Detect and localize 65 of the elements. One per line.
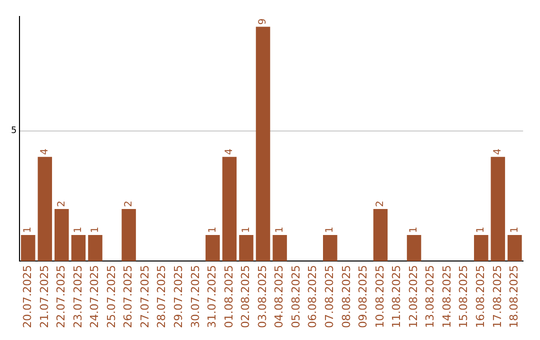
data-label: 1	[324, 226, 336, 233]
data-label: 1	[73, 226, 84, 233]
x-tick-label: 22.07.2025	[54, 265, 68, 328]
x-tick-label: 11.08.2025	[390, 265, 404, 328]
bar	[272, 234, 287, 262]
x-tick-label: 23.07.2025	[71, 265, 84, 328]
y-tick-label: 5	[10, 126, 17, 136]
x-tick-label: 31.07.2025	[206, 265, 219, 328]
data-label: 2	[123, 200, 134, 207]
data-label: 1	[476, 226, 487, 233]
bar	[474, 234, 488, 262]
data-label: 4	[492, 148, 504, 155]
x-tick-label: 09.08.2025	[356, 265, 370, 328]
x-tick-label: 05.08.2025	[289, 265, 302, 328]
x-tick-label: 18.08.2025	[508, 265, 521, 328]
x-tick-label: 03.08.2025	[256, 265, 269, 328]
x-tick-label: 12.08.2025	[406, 265, 420, 328]
bar	[508, 234, 522, 262]
bar	[122, 208, 136, 262]
x-tick-label: 21.07.2025	[38, 265, 51, 328]
data-label: 4	[39, 148, 50, 155]
x-tick-label: 08.08.2025	[340, 265, 353, 328]
data-label: 1	[509, 226, 520, 233]
bar	[71, 234, 86, 262]
data-label: 2	[375, 200, 386, 207]
data-label: 1	[274, 226, 286, 233]
data-label: 1	[408, 226, 420, 233]
x-tick-label: 01.08.2025	[222, 265, 236, 328]
x-tick-label: 27.07.2025	[138, 265, 152, 328]
x-tick-label: 30.07.2025	[188, 265, 202, 328]
bar	[323, 234, 338, 262]
x-tick-label: 14.08.2025	[440, 265, 454, 328]
x-tick-label: 26.07.2025	[122, 265, 135, 328]
bar	[373, 208, 388, 262]
data-label: 1	[22, 226, 34, 233]
data-label: 4	[224, 148, 236, 155]
x-tick-label: 15.08.2025	[457, 265, 470, 328]
data-label: 2	[56, 200, 68, 207]
data-label: 9	[258, 18, 269, 25]
bar	[38, 156, 52, 262]
bar	[239, 234, 254, 262]
x-tick-label: 17.08.2025	[490, 265, 504, 328]
x-tick-label: 10.08.2025	[373, 265, 386, 328]
x-tick-label: 24.07.2025	[88, 265, 102, 328]
bar	[490, 156, 506, 262]
bar	[256, 26, 270, 262]
bar	[54, 208, 69, 262]
data-label: 1	[240, 226, 252, 233]
x-tick-label: 29.07.2025	[172, 265, 185, 328]
x-tick-label: 28.07.2025	[155, 265, 168, 328]
x-tick-label: 06.08.2025	[306, 265, 320, 328]
x-tick-label: 13.08.2025	[424, 265, 437, 328]
bar	[406, 234, 422, 262]
data-label: 1	[90, 226, 101, 233]
bar	[88, 234, 102, 262]
bar	[20, 234, 36, 262]
bar	[222, 156, 237, 262]
x-tick-label: 16.08.2025	[474, 265, 487, 328]
x-tick-label: 07.08.2025	[322, 265, 336, 328]
data-label: 1	[207, 226, 218, 233]
x-tick-label: 20.07.2025	[20, 265, 34, 328]
x-tick-label: 02.08.2025	[239, 265, 252, 328]
bar	[206, 234, 220, 262]
x-tick-label: 25.07.2025	[104, 265, 118, 328]
x-tick-label: 04.08.2025	[272, 265, 286, 328]
